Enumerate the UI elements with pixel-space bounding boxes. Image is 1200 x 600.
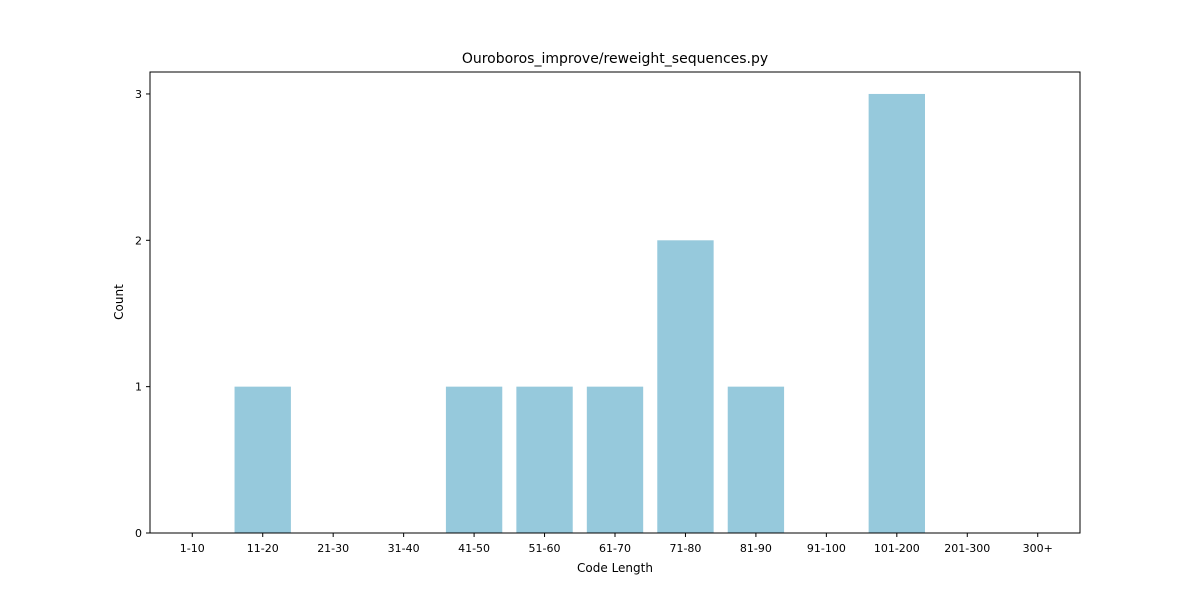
x-tick-label: 61-70 bbox=[599, 542, 631, 555]
x-tick-label: 41-50 bbox=[458, 542, 490, 555]
x-tick-label: 101-200 bbox=[874, 542, 920, 555]
bar-81-90 bbox=[727, 386, 785, 533]
x-tick-label: 300+ bbox=[1023, 542, 1053, 555]
bar-11-20 bbox=[234, 386, 291, 533]
chart-title: Ouroboros_improve/reweight_sequences.py bbox=[462, 51, 768, 67]
y-tick-label: 0 bbox=[135, 527, 142, 540]
x-ticks: 1-10 11-20 21-30 31-40 41-50 51-60 61-70 71-80 8… bbox=[180, 533, 1053, 555]
x-tick-label: 11-20 bbox=[247, 542, 279, 555]
x-tick-label: 71-80 bbox=[669, 542, 701, 555]
x-tick-label: 201-300 bbox=[944, 542, 990, 555]
x-tick-label: 1-10 bbox=[180, 542, 205, 555]
bar-61-70 bbox=[586, 386, 644, 533]
y-tick-label: 3 bbox=[135, 88, 142, 101]
bar-51-60 bbox=[516, 386, 573, 533]
bar-41-50 bbox=[445, 386, 503, 533]
x-tick-label: 91-100 bbox=[807, 542, 846, 555]
x-tick-label: 81-90 bbox=[740, 542, 772, 555]
y-axis-label: Count bbox=[112, 284, 126, 320]
x-tick-label: 31-40 bbox=[388, 542, 420, 555]
y-tick-label: 2 bbox=[135, 234, 142, 247]
bar-71-80 bbox=[657, 240, 714, 534]
x-axis-label: Code Length bbox=[577, 561, 653, 575]
y-tick-label: 1 bbox=[135, 381, 142, 394]
y-ticks: 0 1 2 3 bbox=[135, 88, 150, 540]
x-tick-label: 51-60 bbox=[529, 542, 561, 555]
bar-101-200 bbox=[868, 93, 925, 533]
bars-group bbox=[234, 93, 925, 534]
x-tick-label: 21-30 bbox=[317, 542, 349, 555]
